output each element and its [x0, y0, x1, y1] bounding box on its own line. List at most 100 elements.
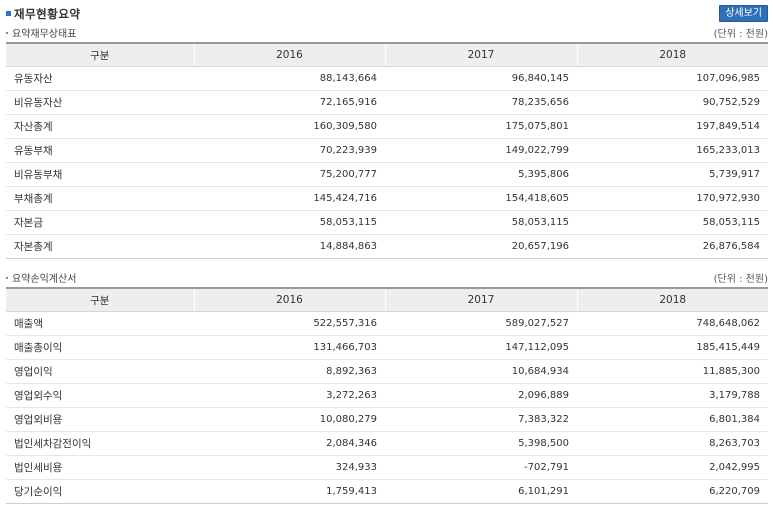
table-row: 자본총계 14,884,863 20,657,196 26,876,584: [6, 234, 768, 259]
square-bullet-icon: [6, 11, 11, 16]
value-cell: 2,084,346: [194, 431, 385, 456]
column-header-year: 2016: [194, 42, 386, 67]
row-label: 유동부채: [6, 138, 194, 163]
table-row: 부채총계 145,424,716 154,418,605 170,972,930: [6, 186, 768, 211]
row-label: 영업이익: [6, 359, 194, 384]
income-statement-unit: (단위 : 천원): [713, 274, 768, 285]
balance-sheet-unit: (단위 : 천원): [713, 29, 768, 40]
column-header-year: 2016: [194, 287, 386, 312]
value-cell: 58,053,115: [577, 210, 768, 235]
table-row: 유동부채 70,223,939 149,022,799 165,233,013: [6, 138, 768, 163]
row-label: 영업외비용: [6, 407, 194, 432]
value-cell: 88,143,664: [194, 66, 385, 91]
value-cell: -702,791: [385, 455, 577, 480]
value-cell: 5,395,806: [385, 162, 577, 187]
row-label: 비유동부채: [6, 162, 194, 187]
value-cell: 185,415,449: [577, 335, 768, 360]
value-cell: 149,022,799: [385, 138, 577, 163]
income-statement-section-header: 요약손익계산서 (단위 : 천원): [6, 270, 768, 285]
value-cell: 5,739,917: [577, 162, 768, 187]
row-label: 당기순이익: [6, 479, 194, 504]
value-cell: 14,884,863: [194, 234, 385, 259]
value-cell: 748,648,062: [577, 311, 768, 336]
table-row: 매출총이익 131,466,703 147,112,095 185,415,449: [6, 335, 768, 360]
value-cell: 165,233,013: [577, 138, 768, 163]
value-cell: 5,398,500: [385, 431, 577, 456]
value-cell: 175,075,801: [385, 114, 577, 139]
table-row: 법인세비용 324,933 -702,791 2,042,995: [6, 455, 768, 480]
table-row: 매출액 522,557,316 589,027,527 748,648,062: [6, 311, 768, 336]
value-cell: 75,200,777: [194, 162, 385, 187]
table-row: 자산총계 160,309,580 175,075,801 197,849,514: [6, 114, 768, 139]
value-cell: 131,466,703: [194, 335, 385, 360]
table-header-row: 구분 2016 2017 2018: [6, 42, 768, 67]
value-cell: 58,053,115: [194, 210, 385, 235]
value-cell: 6,101,291: [385, 479, 577, 504]
table-row: 영업외수익 3,272,263 2,096,889 3,179,788: [6, 383, 768, 408]
row-label: 자산총계: [6, 114, 194, 139]
value-cell: 90,752,529: [577, 90, 768, 115]
value-cell: 96,840,145: [385, 66, 577, 91]
balance-sheet-table: 구분 2016 2017 2018 유동자산 88,143,664 96,840,145 1…: [6, 42, 768, 259]
row-label: 영업외수익: [6, 383, 194, 408]
table-header-row: 구분 2016 2017 2018: [6, 287, 768, 312]
panel-title: 재무현황요약: [6, 6, 80, 22]
value-cell: 8,892,363: [194, 359, 385, 384]
value-cell: 2,096,889: [385, 383, 577, 408]
value-cell: 197,849,514: [577, 114, 768, 139]
value-cell: 70,223,939: [194, 138, 385, 163]
value-cell: 3,272,263: [194, 383, 385, 408]
table-row: 자본금 58,053,115 58,053,115 58,053,115: [6, 210, 768, 235]
value-cell: 147,112,095: [385, 335, 577, 360]
column-header-year: 2018: [577, 287, 768, 312]
detail-view-button[interactable]: 상세보기: [719, 5, 768, 22]
table-row: 유동자산 88,143,664 96,840,145 107,096,985: [6, 66, 768, 91]
row-label: 유동자산: [6, 66, 194, 91]
value-cell: 11,885,300: [577, 359, 768, 384]
value-cell: 58,053,115: [385, 210, 577, 235]
income-statement-title: 요약손익계산서: [12, 274, 77, 285]
value-cell: 145,424,716: [194, 186, 385, 211]
table-row: 당기순이익 1,759,413 6,101,291 6,220,709: [6, 479, 768, 504]
value-cell: 20,657,196: [385, 234, 577, 259]
panel-header: 재무현황요약 상세보기: [6, 5, 768, 22]
table-row: 비유동부채 75,200,777 5,395,806 5,739,917: [6, 162, 768, 187]
row-label: 매출액: [6, 311, 194, 336]
table-row: 영업외비용 10,080,279 7,383,322 6,801,384: [6, 407, 768, 432]
value-cell: 170,972,930: [577, 186, 768, 211]
value-cell: 72,165,916: [194, 90, 385, 115]
value-cell: 2,042,995: [577, 455, 768, 480]
value-cell: 26,876,584: [577, 234, 768, 259]
table-row: 비유동자산 72,165,916 78,235,656 90,752,529: [6, 90, 768, 115]
panel-title-text: 재무현황요약: [14, 7, 81, 21]
value-cell: 6,801,384: [577, 407, 768, 432]
column-header-category: 구분: [6, 42, 195, 67]
value-cell: 78,235,656: [385, 90, 577, 115]
row-label: 법인세비용: [6, 455, 194, 480]
value-cell: 1,759,413: [194, 479, 385, 504]
balance-sheet-section-header: 요약재무상태표 (단위 : 천원): [6, 25, 768, 40]
row-label: 매출총이익: [6, 335, 194, 360]
value-cell: 10,080,279: [194, 407, 385, 432]
dot-bullet-icon: [6, 277, 8, 279]
value-cell: 7,383,322: [385, 407, 577, 432]
row-label: 법인세차감전이익: [6, 431, 194, 456]
value-cell: 3,179,788: [577, 383, 768, 408]
value-cell: 324,933: [194, 455, 385, 480]
balance-sheet-title: 요약재무상태표: [12, 29, 77, 40]
value-cell: 8,263,703: [577, 431, 768, 456]
column-header-year: 2017: [385, 287, 578, 312]
value-cell: 154,418,605: [385, 186, 577, 211]
value-cell: 522,557,316: [194, 311, 385, 336]
row-label: 부채총계: [6, 186, 194, 211]
income-statement-table: 구분 2016 2017 2018 매출액 522,557,316 589,027,527…: [6, 287, 768, 504]
table-row: 법인세차감전이익 2,084,346 5,398,500 8,263,703: [6, 431, 768, 456]
value-cell: 6,220,709: [577, 479, 768, 504]
row-label: 비유동자산: [6, 90, 194, 115]
row-label: 자본총계: [6, 234, 194, 259]
value-cell: 107,096,985: [577, 66, 768, 91]
dot-bullet-icon: [6, 32, 8, 34]
column-header-year: 2018: [577, 42, 768, 67]
column-header-category: 구분: [6, 287, 195, 312]
